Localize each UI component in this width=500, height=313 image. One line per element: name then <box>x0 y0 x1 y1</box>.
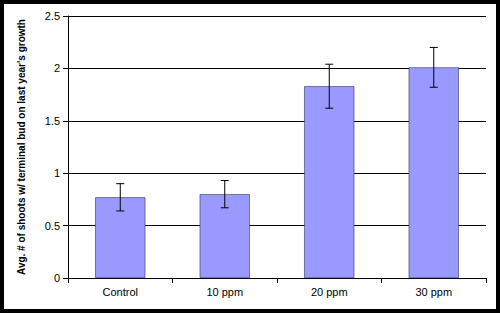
svg-text:1: 1 <box>54 167 60 179</box>
svg-text:30 ppm: 30 ppm <box>415 286 452 298</box>
svg-text:Avg. # of shoots w/ terminal b: Avg. # of shoots w/ terminal bud on last… <box>16 19 27 275</box>
svg-text:10 ppm: 10 ppm <box>206 286 243 298</box>
svg-text:2.5: 2.5 <box>45 10 60 22</box>
svg-text:Control: Control <box>103 286 138 298</box>
svg-text:0: 0 <box>54 272 60 284</box>
svg-text:1.5: 1.5 <box>45 115 60 127</box>
svg-text:20 ppm: 20 ppm <box>311 286 348 298</box>
svg-text:2: 2 <box>54 62 60 74</box>
svg-text:0.5: 0.5 <box>45 220 60 232</box>
